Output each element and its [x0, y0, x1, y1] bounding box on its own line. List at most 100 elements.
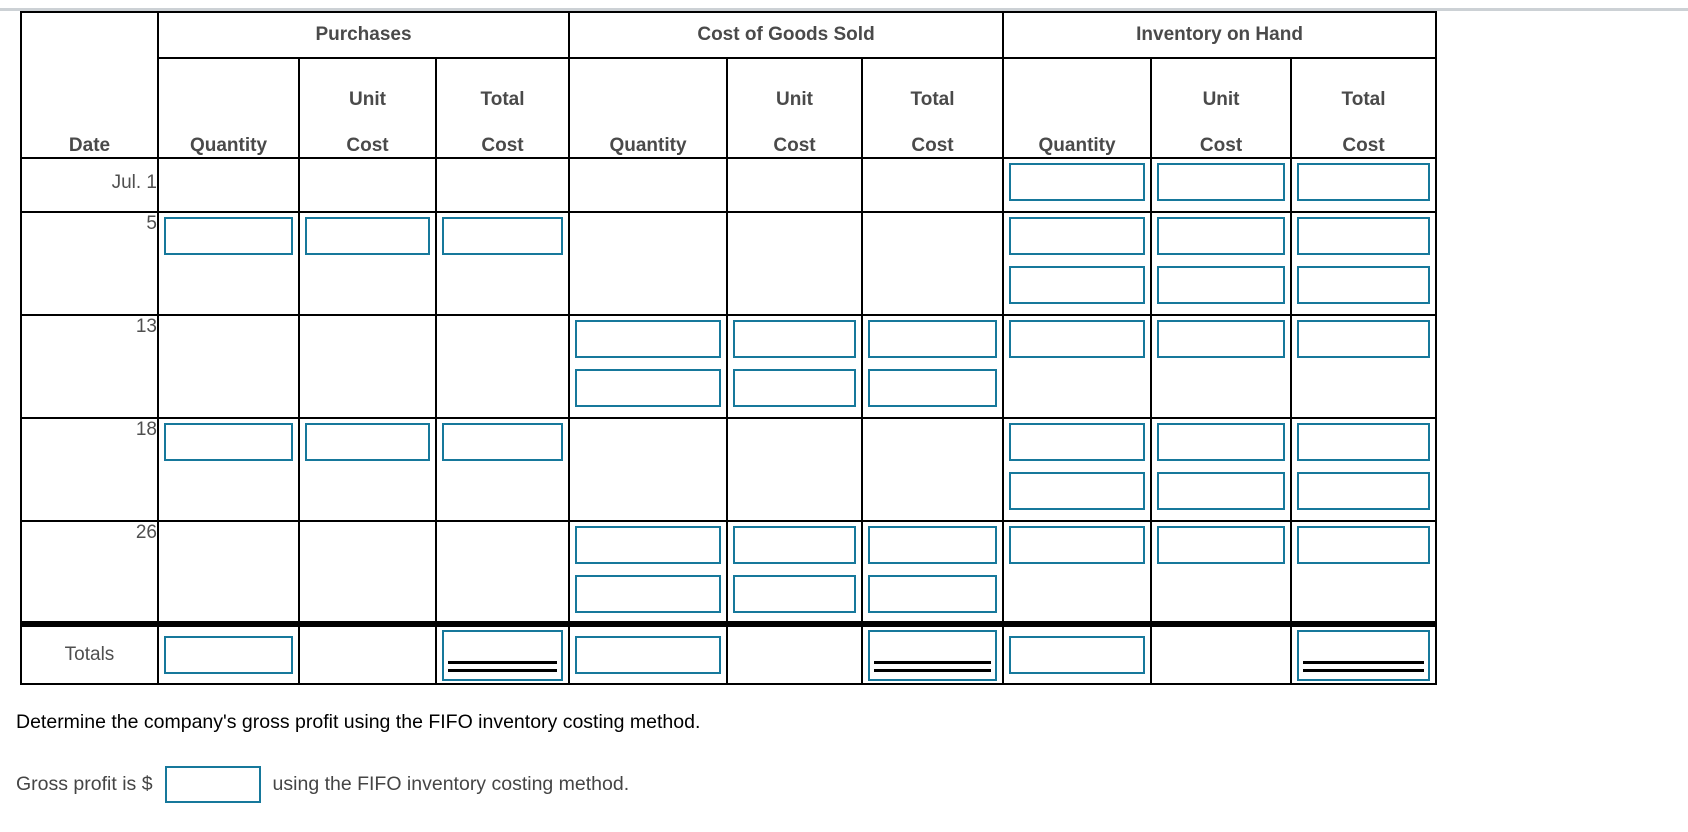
inventory-quantity-total-input[interactable]	[1009, 636, 1146, 674]
inventory-unit-cost-input-jul5-line2[interactable]	[1157, 266, 1286, 304]
purchases-total-cost-cell-jul18	[434, 417, 571, 522]
empty-cell	[568, 211, 729, 316]
inventory-quantity-cell-jul13	[1002, 314, 1153, 419]
inventory-total-cost-header: Total Cost	[1290, 57, 1438, 159]
purchases-unit-cost-input-jul18[interactable]	[305, 423, 430, 461]
cogs-unit-cost-cell-jul13	[726, 314, 864, 419]
inventory-group-header: Inventory on Hand	[1002, 11, 1438, 59]
cogs-unit-cost-input-jul13-line1[interactable]	[733, 320, 857, 358]
cogs-total-cost-cell-jul26	[861, 520, 1005, 625]
inventory-quantity-input-jul13[interactable]	[1009, 320, 1146, 358]
empty-cell	[726, 157, 864, 213]
purchases-total-cost-total-input[interactable]	[442, 630, 564, 681]
purchases-quantity-cell-jul5	[157, 211, 300, 316]
purchases-unit-cost-header: Unit Cost	[298, 57, 437, 159]
purchases-total-cost-cell-jul5	[434, 211, 571, 316]
inventory-quantity-input-jul5-line1[interactable]	[1009, 217, 1146, 255]
inventory-quantity-header: Quantity	[1002, 57, 1153, 159]
inventory-quantity-cell-jul5	[1002, 211, 1153, 316]
inventory-total-cost-cell-jul5	[1290, 211, 1438, 316]
inventory-quantity-input-jul5-line2[interactable]	[1009, 266, 1146, 304]
inventory-unit-cost-cell-jul13	[1150, 314, 1293, 419]
empty-cell	[298, 314, 437, 419]
purchases-group-header: Purchases	[156, 11, 571, 59]
cogs-total-cost-input-jul13-line1[interactable]	[868, 320, 998, 358]
date-cell-jul5: 5	[20, 211, 159, 316]
cogs-quantity-total-input[interactable]	[575, 636, 722, 674]
purchases-quantity-total-input[interactable]	[164, 636, 293, 674]
inventory-unit-cost-input-jul13[interactable]	[1157, 320, 1286, 358]
cogs-group-header: Cost of Goods Sold	[568, 11, 1005, 59]
subcolumn-header-row: Quantity Unit Cost Total Cost Quantity U…	[21, 57, 1438, 159]
inventory-total-cost-input-jul1[interactable]	[1297, 163, 1431, 201]
inventory-quantity-cell-jul1	[1002, 157, 1153, 213]
empty-cell	[726, 211, 864, 316]
gross-profit-input[interactable]	[164, 766, 261, 803]
cogs-unit-cost-input-jul26-line2[interactable]	[733, 575, 857, 613]
cogs-quantity-total-cell	[568, 621, 729, 685]
inventory-quantity-total-cell	[1002, 621, 1153, 685]
inventory-quantity-cell-jul18	[1002, 417, 1153, 522]
inventory-quantity-cell-jul26	[1002, 520, 1153, 625]
inventory-unit-cost-input-jul18-line2[interactable]	[1157, 472, 1286, 510]
group-header-row: Date Purchases Cost of Goods Sold Invent…	[20, 11, 1438, 159]
cogs-quantity-cell-jul13	[568, 314, 729, 419]
gross-profit-prefix: Gross profit is $	[16, 773, 153, 795]
inventory-total-cost-input-jul26[interactable]	[1297, 526, 1431, 564]
inventory-unit-cost-input-jul18-line1[interactable]	[1157, 423, 1286, 461]
inventory-quantity-input-jul18-line2[interactable]	[1009, 472, 1146, 510]
empty-cell	[726, 621, 864, 685]
inventory-unit-cost-input-jul26[interactable]	[1157, 526, 1286, 564]
purchases-quantity-input-jul18[interactable]	[164, 423, 293, 461]
inventory-unit-cost-input-jul5-line1[interactable]	[1157, 217, 1286, 255]
gross-profit-line: Gross profit is $ using the FIFO invento…	[16, 766, 1688, 803]
cogs-total-cost-input-jul26-line2[interactable]	[868, 575, 998, 613]
inventory-quantity-input-jul26[interactable]	[1009, 526, 1146, 564]
empty-cell	[726, 417, 864, 522]
empty-cell	[298, 157, 437, 213]
inventory-total-cost-input-jul18-line1[interactable]	[1297, 423, 1431, 461]
purchases-unit-cost-input-jul5[interactable]	[305, 217, 430, 255]
cogs-quantity-input-jul26-line1[interactable]	[575, 526, 722, 564]
date-column-header: Date	[20, 11, 159, 159]
cogs-quantity-header: Quantity	[568, 57, 729, 159]
inventory-total-cost-cell-jul13	[1290, 314, 1438, 419]
cogs-quantity-cell-jul26	[568, 520, 729, 625]
table-row-jul1: Jul. 1	[20, 157, 1438, 213]
table-row-jul13: 13	[20, 314, 1438, 419]
cogs-quantity-input-jul13-line1[interactable]	[575, 320, 722, 358]
instruction-text: Determine the company's gross profit usi…	[16, 711, 701, 733]
purchases-quantity-cell-jul18	[157, 417, 300, 522]
inventory-unit-cost-input-jul1[interactable]	[1157, 163, 1286, 201]
inventory-total-cost-input-jul5-line1[interactable]	[1297, 217, 1431, 255]
inventory-total-cost-input-jul5-line2[interactable]	[1297, 266, 1431, 304]
inventory-unit-cost-header: Unit Cost	[1150, 57, 1293, 159]
purchases-quantity-input-jul5[interactable]	[164, 217, 293, 255]
cogs-total-cost-input-jul26-line1[interactable]	[868, 526, 998, 564]
date-cell-jul26: 26	[20, 520, 159, 625]
cogs-total-cost-total-input[interactable]	[868, 630, 998, 681]
cogs-unit-cost-input-jul13-line2[interactable]	[733, 369, 857, 407]
cogs-quantity-input-jul26-line2[interactable]	[575, 575, 722, 613]
cogs-unit-cost-input-jul26-line1[interactable]	[733, 526, 857, 564]
purchases-total-cost-input-jul5[interactable]	[442, 217, 564, 255]
empty-cell	[298, 520, 437, 625]
double-underline	[1303, 661, 1425, 672]
inventory-total-cost-input-jul13[interactable]	[1297, 320, 1431, 358]
inventory-quantity-input-jul1[interactable]	[1009, 163, 1146, 201]
purchases-total-cost-header: Total Cost	[434, 57, 571, 159]
cogs-total-cost-input-jul13-line2[interactable]	[868, 369, 998, 407]
empty-cell	[861, 157, 1005, 213]
empty-cell	[434, 520, 571, 625]
inventory-quantity-input-jul18-line1[interactable]	[1009, 423, 1146, 461]
cogs-quantity-input-jul13-line2[interactable]	[575, 369, 722, 407]
table-row-jul18: 18	[20, 417, 1438, 522]
inventory-total-cost-cell-jul26	[1290, 520, 1438, 625]
empty-cell	[434, 157, 571, 213]
inventory-total-cost-total-input[interactable]	[1297, 630, 1431, 681]
inventory-total-cost-cell-jul1	[1290, 157, 1438, 213]
purchases-quantity-header: Quantity	[157, 57, 300, 159]
purchases-total-cost-input-jul18[interactable]	[442, 423, 564, 461]
inventory-total-cost-input-jul18-line2[interactable]	[1297, 472, 1431, 510]
cogs-total-cost-total-cell	[861, 621, 1005, 685]
